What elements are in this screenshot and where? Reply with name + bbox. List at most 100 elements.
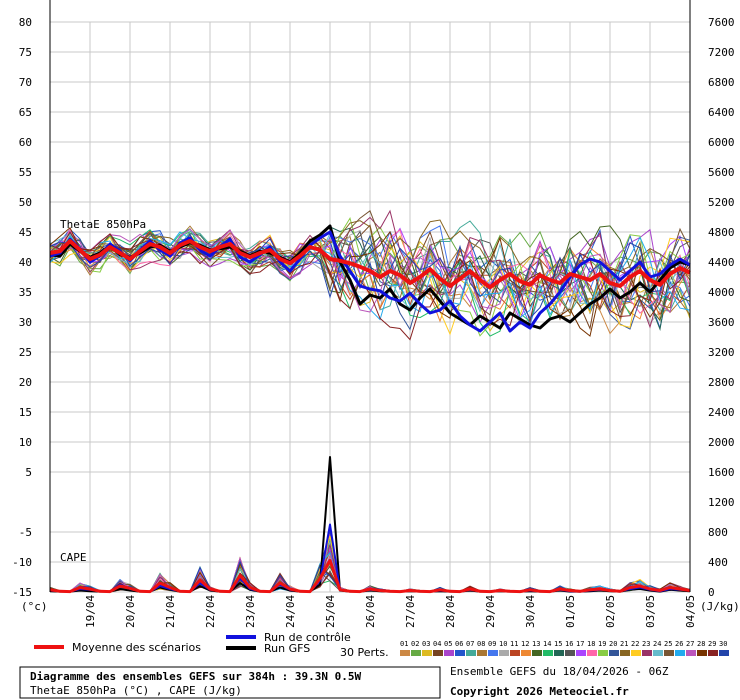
x-tick-label: 02/05 — [604, 595, 617, 628]
legend-mean-label: Moyenne des scénarios — [72, 641, 201, 654]
pert-number: 16 — [565, 640, 573, 648]
right-tick-label: 3200 — [708, 346, 735, 359]
pert-swatch — [400, 650, 410, 656]
right-tick-label: 1200 — [708, 496, 735, 509]
pert-thetae-line — [49, 233, 691, 319]
axes: 80 75 70 65 60 55 50 45 40 35 30 25 20 15 10 5 -5 -10 -15 7… — [12, 0, 735, 628]
pert-thetae-line — [49, 209, 691, 329]
left-tick-label: 75 — [19, 46, 32, 59]
mean-thetae-line — [49, 239, 691, 290]
left-tick-label: 60 — [19, 136, 32, 149]
pert-swatch — [719, 650, 729, 656]
right-tick-label: 0 — [708, 586, 715, 599]
x-tick-label: 27/04 — [404, 595, 417, 628]
left-tick-label: 50 — [19, 196, 32, 209]
right-tick-label: 2000 — [708, 436, 735, 449]
pert-number: 05 — [444, 640, 452, 648]
left-tick-label: 40 — [19, 256, 32, 269]
x-tick-label: 28/04 — [444, 595, 457, 628]
right-tick-label: 3600 — [708, 316, 735, 329]
pert-number: 06 — [455, 640, 463, 648]
left-tick-label: 70 — [19, 76, 32, 89]
pert-number: 10 — [499, 640, 507, 648]
pert-number: 01 — [400, 640, 408, 648]
pert-swatch — [642, 650, 652, 656]
pert-swatch — [477, 650, 487, 656]
pert-number: 15 — [554, 640, 562, 648]
main-series — [49, 224, 691, 594]
left-tick-label: 10 — [19, 436, 32, 449]
legend-control-label: Run de contrôle — [264, 631, 351, 644]
right-tick-label: 6800 — [708, 76, 735, 89]
left-tick-label: -5 — [19, 526, 32, 539]
pert-number: 20 — [609, 640, 617, 648]
x-tick-label: 23/04 — [244, 595, 257, 628]
legend-gfs-label: Run GFS — [264, 642, 310, 655]
pert-number: 24 — [653, 640, 661, 648]
pert-swatch — [587, 650, 597, 656]
right-tick-label: 7200 — [708, 46, 735, 59]
right-tick-label: 2800 — [708, 376, 735, 389]
pert-thetae-line — [49, 234, 691, 333]
pert-swatch — [422, 650, 432, 656]
x-tick-label: 01/05 — [564, 595, 577, 628]
pert-swatch — [653, 650, 663, 656]
pert-swatch — [708, 650, 718, 656]
x-tick-label: 03/05 — [644, 595, 657, 628]
right-axis-unit: (J/kg) — [700, 600, 740, 613]
pert-number: 26 — [675, 640, 683, 648]
pert-number: 25 — [664, 640, 672, 648]
pert-number: 21 — [620, 640, 628, 648]
pert-number: 03 — [422, 640, 430, 648]
pert-thetae-line — [49, 219, 691, 315]
pert-swatch — [488, 650, 498, 656]
pert-thetae-line — [49, 231, 691, 321]
x-tick-label: 26/04 — [364, 595, 377, 628]
pert-number: 23 — [642, 640, 650, 648]
right-tick-label: 7600 — [708, 16, 735, 29]
x-tick-label: 19/04 — [84, 595, 97, 628]
left-tick-label: 5 — [25, 466, 32, 479]
pert-swatch — [510, 650, 520, 656]
pert-number: 13 — [532, 640, 540, 648]
pert-thetae-line — [49, 225, 691, 322]
left-tick-label: -10 — [12, 556, 32, 569]
pert-swatch — [598, 650, 608, 656]
x-tick-label: 20/04 — [124, 595, 137, 628]
pert-number: 08 — [477, 640, 485, 648]
left-tick-label: 80 — [19, 16, 32, 29]
left-tick-label: 20 — [19, 376, 32, 389]
x-tick-label: 21/04 — [164, 595, 177, 628]
left-tick-label: -15 — [12, 586, 32, 599]
right-tick-label: 4000 — [708, 286, 735, 299]
pert-thetae-line — [49, 226, 691, 337]
x-tick-label: 22/04 — [204, 595, 217, 628]
pert-number: 29 — [708, 640, 716, 648]
pert-swatch — [565, 650, 575, 656]
right-tick-label: 4400 — [708, 256, 735, 269]
pert-swatch — [576, 650, 586, 656]
cape-panel-label: CAPE — [60, 551, 87, 564]
x-tick-label: 24/04 — [284, 595, 297, 628]
pert-number: 12 — [521, 640, 529, 648]
pert-swatch — [466, 650, 476, 656]
pert-swatch — [631, 650, 641, 656]
pert-swatch — [554, 650, 564, 656]
left-tick-label: 30 — [19, 316, 32, 329]
right-tick-label: 2400 — [708, 406, 735, 419]
pert-swatch — [697, 650, 707, 656]
mean-cape-line — [49, 559, 691, 594]
chart-title: Diagramme des ensembles GEFS sur 384h : … — [30, 670, 362, 683]
run-info: Ensemble GEFS du 18/04/2026 - 06Z — [450, 665, 669, 678]
pert-number: 27 — [686, 640, 694, 648]
pert-swatch — [444, 650, 454, 656]
copyright: Copyright 2026 Meteociel.fr — [450, 685, 629, 698]
right-tick-label: 400 — [708, 556, 728, 569]
pert-thetae-line — [49, 228, 691, 324]
pert-number: 18 — [587, 640, 595, 648]
x-tick-label: 29/04 — [484, 595, 497, 628]
pert-swatch — [543, 650, 553, 656]
pert-number: 14 — [543, 640, 551, 648]
pert-swatch — [433, 650, 443, 656]
